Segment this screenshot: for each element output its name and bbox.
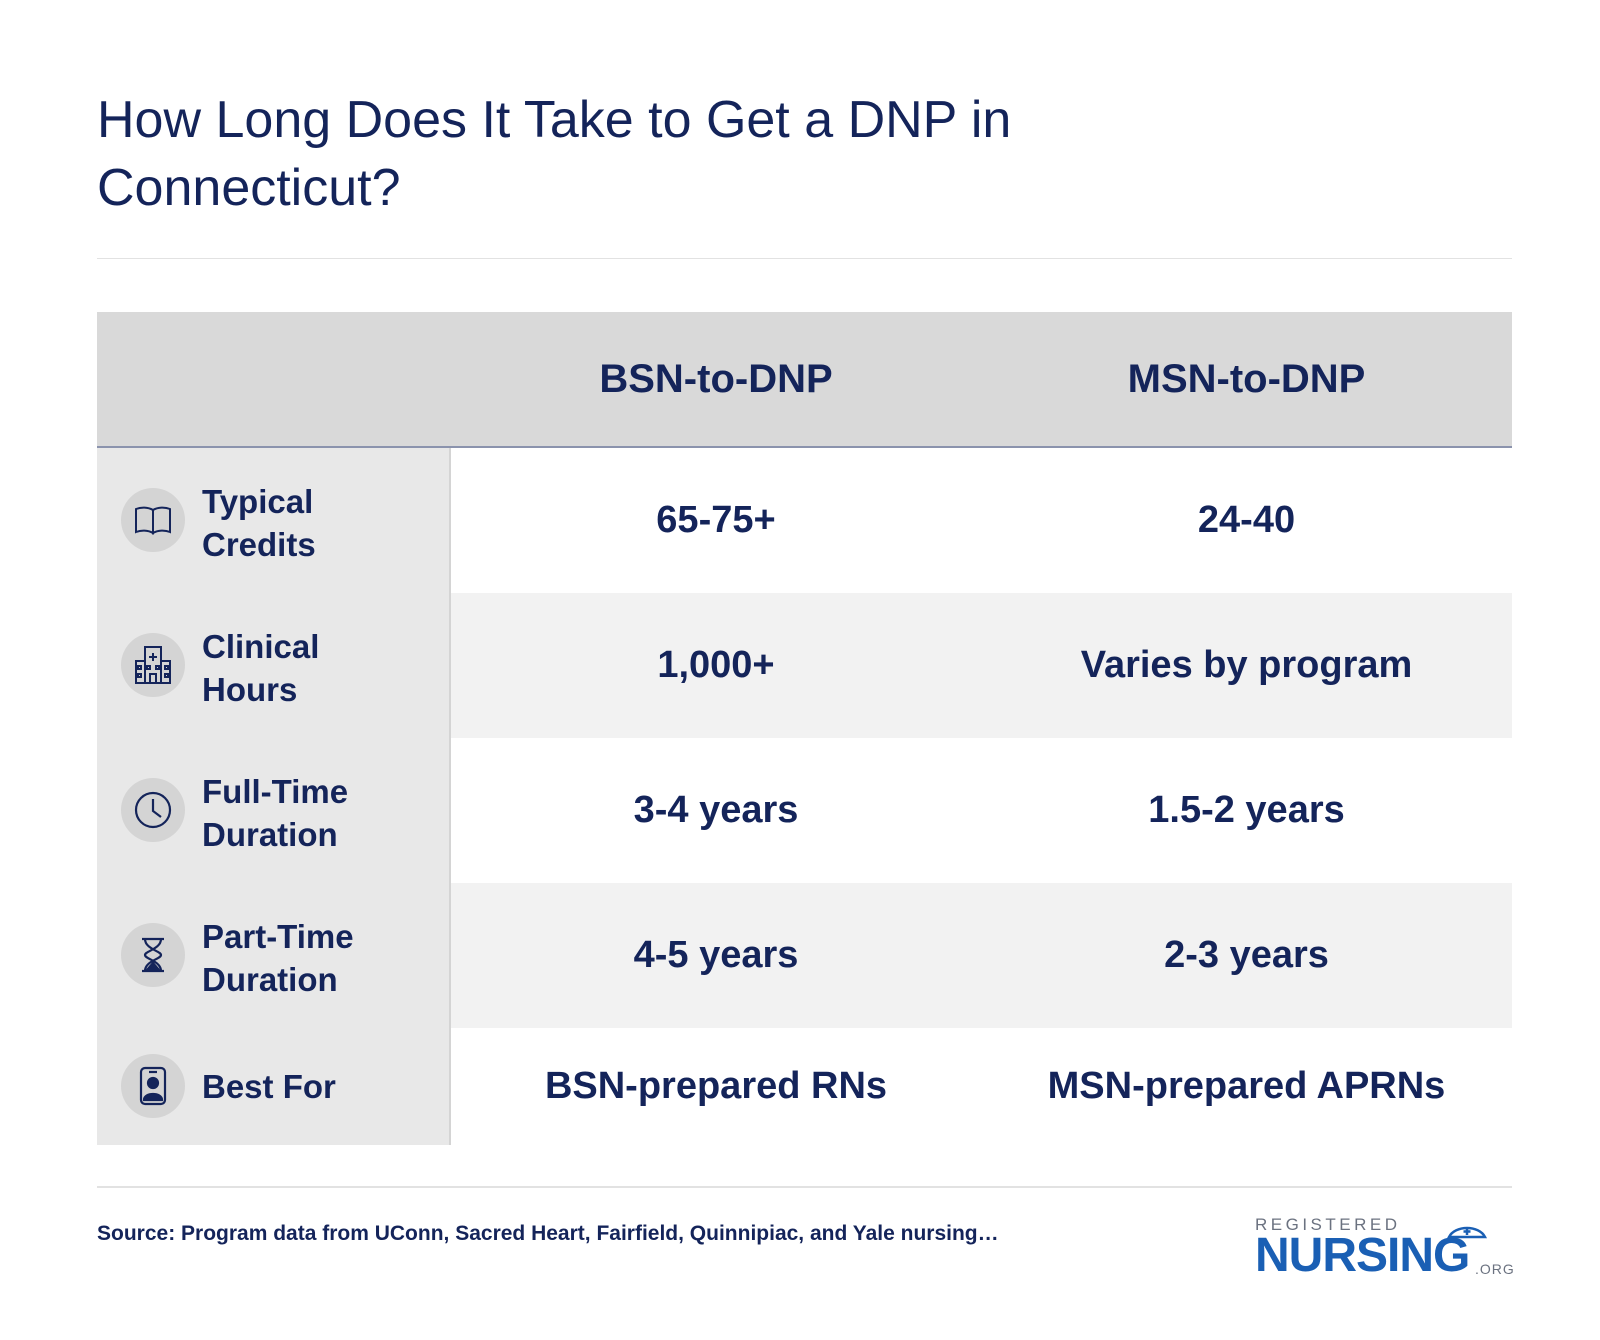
row-label-cell: Best For	[97, 1028, 451, 1145]
comparison-table: BSN-to-DNP MSN-to-DNP Typical Credits 65…	[97, 312, 1512, 1145]
msn-value: Varies by program	[981, 593, 1512, 738]
row-label-cell: Part-Time Duration	[97, 883, 451, 1028]
bsn-value: 65-75+	[656, 499, 776, 541]
bsn-value: 1,000+	[451, 593, 981, 738]
row-label: Full-Time Duration	[202, 773, 349, 853]
msn-value: 2-3 years	[981, 883, 1512, 1028]
table-row: Full-Time Duration 3-4 years 1.5-2 years	[97, 738, 1512, 883]
row-label: Clinical Hours	[202, 628, 320, 708]
row-label: Typical Credits	[202, 483, 316, 563]
hourglass-icon	[121, 923, 185, 987]
table-row: Part-Time Duration 4-5 years 2-3 years	[97, 883, 1512, 1028]
footer-divider	[97, 1186, 1512, 1188]
registered-nursing-logo: REGISTERED NURSING .ORG	[1255, 1215, 1515, 1282]
bsn-value: 4-5 years	[451, 883, 981, 1028]
column-header-bsn: BSN-to-DNP	[599, 357, 833, 401]
title-divider	[97, 258, 1512, 259]
row-label-cell: Typical Credits	[97, 448, 451, 593]
msn-value: 24-40	[1197, 499, 1296, 541]
msn-value: MSN-prepared APRNs	[1047, 1065, 1446, 1107]
table-row: Typical Credits 65-75+ 24-40	[97, 448, 1512, 593]
id-badge-icon	[121, 1054, 185, 1118]
source-note: Source: Program data from UConn, Sacred …	[97, 1222, 999, 1245]
msn-value: 1.5-2 years	[1148, 789, 1345, 831]
bsn-value: 3-4 years	[633, 789, 799, 831]
table-row: Clinical Hours 1,000+ Varies by program	[97, 593, 1512, 738]
book-icon	[121, 488, 185, 552]
clock-icon	[121, 778, 185, 842]
row-label-cell: Clinical Hours	[97, 593, 451, 738]
page-title: How Long Does It Take to Get a DNP in Co…	[97, 91, 1012, 217]
row-label-cell: Full-Time Duration	[97, 738, 451, 883]
nurse-cap-icon	[1447, 1226, 1487, 1239]
row-label: Part-Time Duration	[202, 918, 354, 998]
bsn-value: BSN-prepared RNs	[544, 1065, 888, 1107]
column-header-msn: MSN-to-DNP	[1127, 357, 1366, 401]
row-label: Best For	[202, 1068, 336, 1105]
table-header: BSN-to-DNP MSN-to-DNP	[97, 312, 1512, 448]
hospital-icon	[121, 633, 185, 697]
table-row: Best For BSN-prepared RNs MSN-prepared A…	[97, 1028, 1512, 1145]
